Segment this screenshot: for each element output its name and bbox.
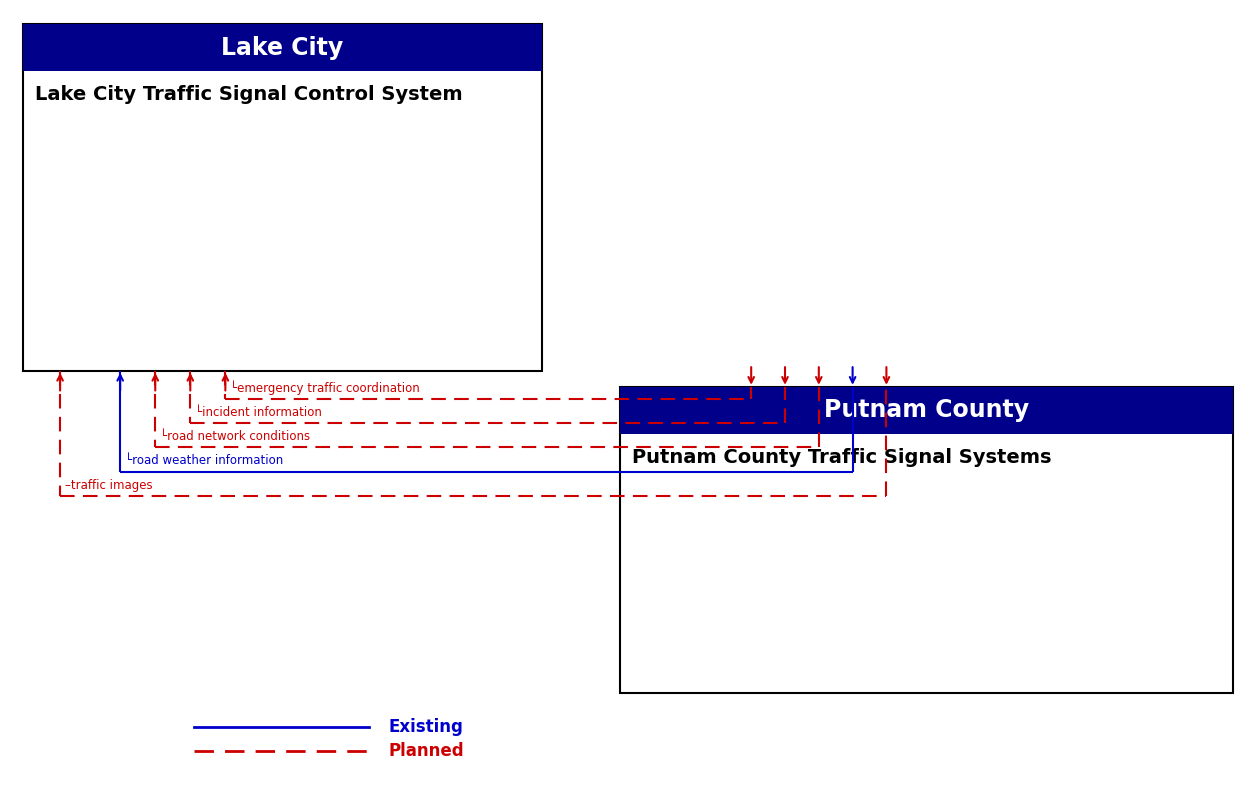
Bar — [23, 24, 542, 371]
Text: –traffic images: –traffic images — [65, 479, 153, 492]
Text: └incident information: └incident information — [195, 406, 322, 419]
Text: └road network conditions: └road network conditions — [160, 430, 310, 443]
Text: └emergency traffic coordination: └emergency traffic coordination — [230, 380, 421, 395]
Bar — [620, 387, 1233, 434]
Text: Putnam County: Putnam County — [824, 398, 1029, 422]
Bar — [23, 24, 542, 71]
Bar — [620, 387, 1233, 693]
Text: Putnam County Traffic Signal Systems: Putnam County Traffic Signal Systems — [632, 448, 1052, 467]
Text: Planned: Planned — [388, 742, 463, 760]
Text: Existing: Existing — [388, 718, 463, 736]
Text: Lake City: Lake City — [222, 35, 343, 60]
Text: Lake City Traffic Signal Control System: Lake City Traffic Signal Control System — [35, 85, 463, 105]
Text: └road weather information: └road weather information — [125, 455, 283, 467]
